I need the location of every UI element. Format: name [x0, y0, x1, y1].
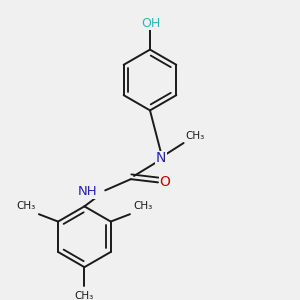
- Text: CH₃: CH₃: [185, 131, 204, 141]
- Text: NH: NH: [78, 185, 97, 199]
- Text: O: O: [160, 176, 170, 189]
- Text: CH₃: CH₃: [16, 201, 36, 211]
- Text: OH: OH: [141, 16, 160, 29]
- Text: N: N: [156, 152, 166, 165]
- Text: CH₃: CH₃: [75, 290, 94, 300]
- Text: CH₃: CH₃: [133, 201, 152, 211]
